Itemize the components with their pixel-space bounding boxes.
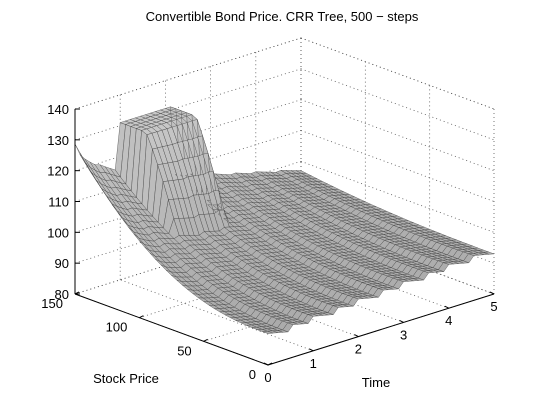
x-tick-label: 2 (355, 342, 362, 357)
box-edge (74, 37, 302, 110)
chart-title: Convertible Bond Price. CRR Tree, 500 − … (146, 9, 419, 24)
grid-line (300, 37, 495, 110)
y-axis-label: Stock Price (93, 371, 159, 386)
x-tick (399, 319, 404, 323)
grid-line (74, 37, 302, 110)
x-tick (444, 305, 450, 309)
z-tick-label: 120 (47, 164, 69, 179)
x-tick-label: 4 (445, 313, 452, 328)
x-tick (308, 348, 314, 352)
x-tick (354, 334, 359, 338)
y-tick (203, 338, 208, 342)
box-edge (300, 37, 495, 110)
z-tick-label: 80 (55, 287, 69, 302)
z-tick-label: 110 (48, 195, 69, 210)
y-tick-label: 50 (177, 343, 191, 358)
x-axis-line (267, 293, 495, 366)
x-tick (489, 291, 495, 295)
y-tick (139, 315, 144, 319)
y-axis-line (74, 293, 269, 366)
z-tick-label: 130 (47, 133, 69, 148)
surface-patch (79, 154, 91, 168)
x-tick-label: 5 (490, 299, 497, 314)
x-tick-label: 1 (310, 356, 317, 371)
z-tick-label: 140 (47, 102, 69, 117)
surface-mesh (74, 106, 495, 334)
y-tick-label: 0 (249, 367, 256, 382)
grid-line (300, 68, 495, 141)
x-axis-label: Time (362, 375, 390, 390)
x-tick (263, 362, 269, 366)
surface-patch (483, 251, 495, 255)
grid-line (300, 99, 495, 172)
z-tick-label: 100 (47, 225, 69, 240)
y-tick (267, 362, 273, 366)
x-tick-label: 3 (400, 327, 407, 342)
x-tick-label: 0 (264, 370, 271, 385)
z-tick-label: 90 (55, 256, 69, 271)
y-tick-label: 100 (106, 320, 128, 335)
y-tick-label: 150 (41, 296, 63, 311)
